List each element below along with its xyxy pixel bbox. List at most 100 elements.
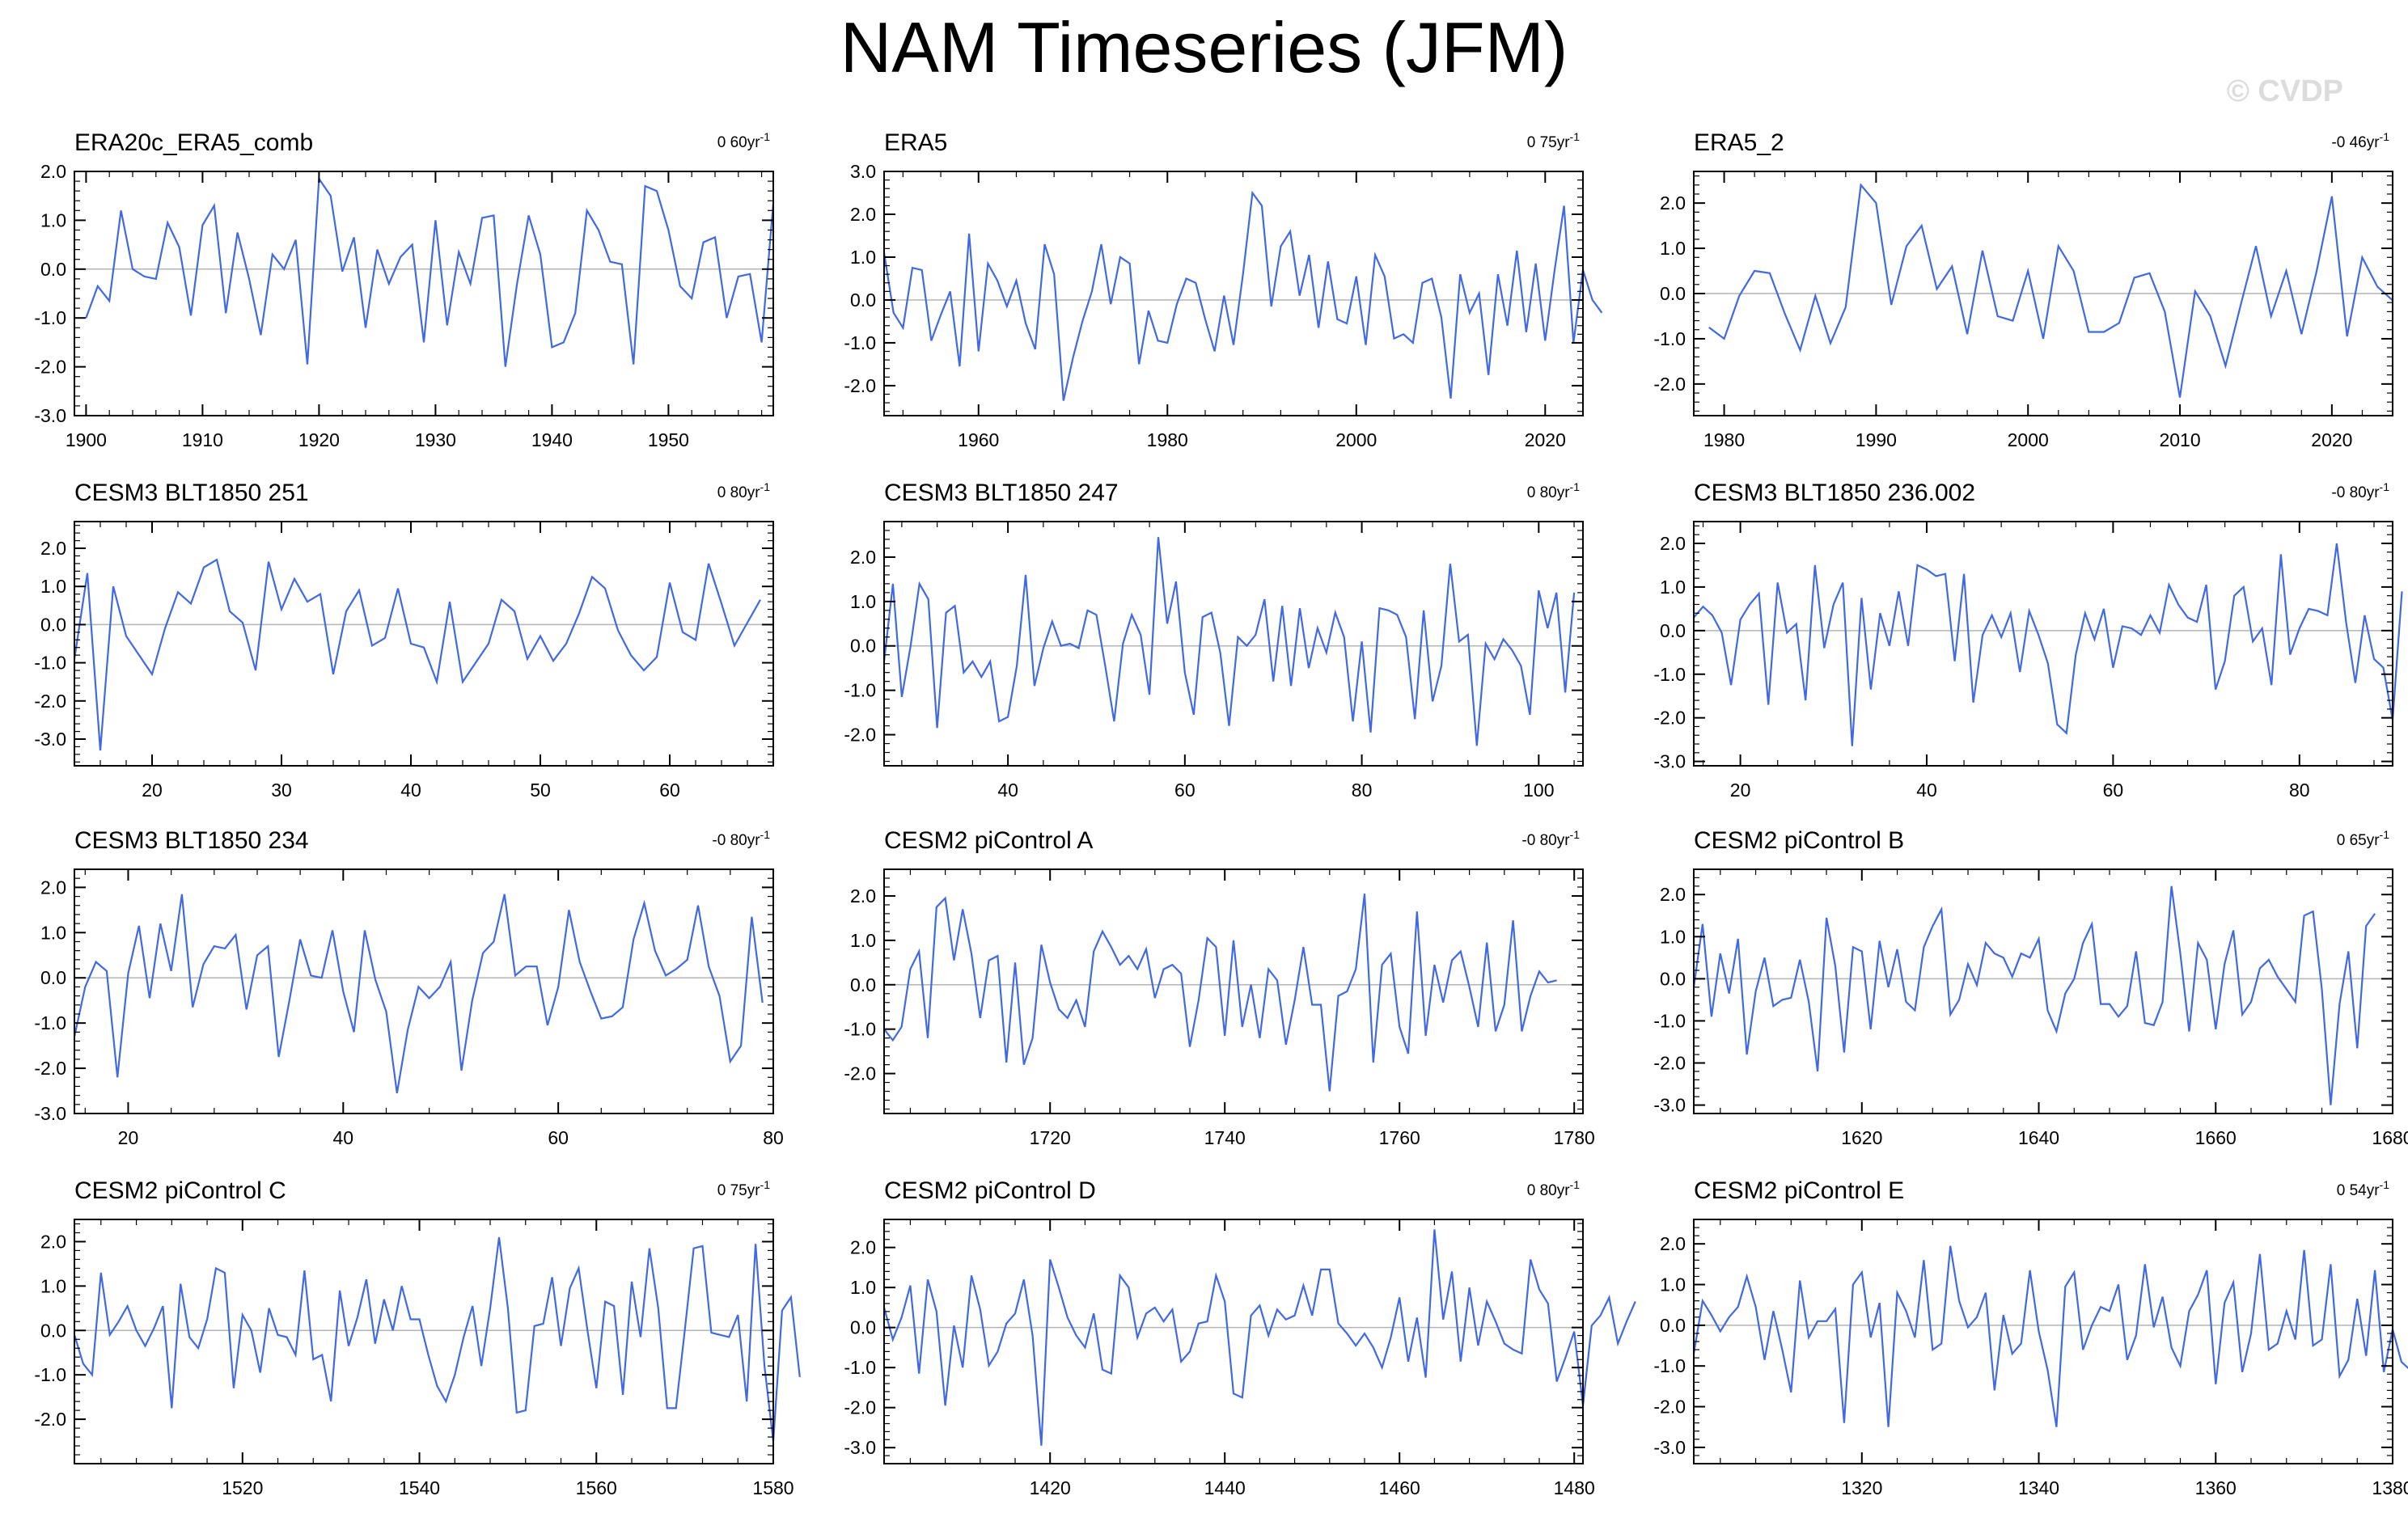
y-tick-label: 1.0	[40, 1275, 66, 1296]
plot-frame	[74, 521, 774, 767]
x-tick-label: 20	[1730, 780, 1751, 801]
y-tick-label: 0.0	[850, 636, 876, 657]
y-tick-label: -2.0	[844, 1397, 876, 1418]
x-tick-label: 1560	[576, 1477, 617, 1498]
y-tick-label: 1.0	[40, 209, 66, 230]
y-tick-label: 2.0	[1660, 533, 1686, 554]
y-tick-label: -1.0	[844, 1019, 876, 1040]
y-tick-label: 0.0	[850, 289, 876, 311]
y-tick-label: 1.0	[850, 1277, 876, 1298]
trend-label: 0 75yr-1	[1527, 130, 1580, 151]
y-tick-label: 0.0	[1660, 968, 1686, 989]
panel-title: CESM2 piControl A	[884, 827, 1093, 854]
nam-series-line	[882, 537, 1576, 746]
y-tick-label: -2.0	[844, 1063, 876, 1084]
panel-title: CESM2 piControl C	[74, 1177, 286, 1204]
y-tick-label: -1.0	[1653, 328, 1686, 349]
y-tick-label: 1.0	[850, 930, 876, 951]
x-tick-label: 60	[659, 780, 680, 801]
x-tick-label: 60	[548, 1127, 569, 1148]
x-tick-label: 2020	[2311, 429, 2352, 450]
x-tick-label: 1980	[1703, 429, 1745, 450]
nam-series-line	[73, 894, 764, 1093]
panel-title: CESM3 BLT1850 236.002	[1694, 480, 1975, 506]
x-tick-label: 20	[142, 780, 163, 801]
panel-title: CESM2 piControl B	[1694, 827, 1904, 854]
panel-2: ERA5 0 75yr-1 -2.0 -1.0 0.0 1.0 2.0 3.0 1960 1980…	[844, 129, 1603, 450]
x-tick-label: 1460	[1379, 1477, 1420, 1498]
panel-title: CESM2 piControl D	[884, 1177, 1096, 1204]
plot-frame	[883, 521, 1584, 767]
y-tick-label: -3.0	[1653, 1095, 1686, 1116]
x-tick-label: 1940	[531, 429, 573, 450]
x-tick-label: 80	[2289, 780, 2310, 801]
y-tick-label: -3.0	[34, 729, 66, 750]
y-tick-label: 2.0	[1660, 1233, 1686, 1254]
y-tick-label: 0.0	[1660, 1315, 1686, 1336]
x-tick-label: 1620	[1841, 1127, 1882, 1148]
y-tick-label: 1.0	[850, 591, 876, 612]
x-tick-label: 1760	[1379, 1127, 1420, 1148]
y-tick-label: 0.0	[850, 974, 876, 995]
y-tick-label: -1.0	[844, 680, 876, 701]
y-tick-label: -2.0	[844, 375, 876, 396]
y-tick-label: 0.0	[1660, 620, 1686, 641]
x-tick-label: 40	[400, 780, 421, 801]
x-tick-label: 30	[271, 780, 292, 801]
x-tick-label: 2020	[1525, 429, 1566, 450]
y-tick-label: -2.0	[34, 1058, 66, 1079]
x-tick-label: 1740	[1204, 1127, 1246, 1148]
panel-11: CESM2 piControl D 0 80yr-1 -3.0 -2.0 -1.0 0.0…	[844, 1177, 1636, 1498]
trend-label: -0 80yr-1	[712, 828, 770, 849]
trend-label: 0 54yr-1	[2337, 1178, 2389, 1199]
y-tick-label: 1.0	[1660, 577, 1686, 598]
y-tick-label: -3.0	[34, 1103, 66, 1124]
y-tick-label: -2.0	[844, 725, 876, 746]
trend-label: 0 80yr-1	[1527, 480, 1580, 501]
panel-8: CESM2 piControl A -0 80yr-1 -2.0 -1.0 0.0 1.0…	[844, 827, 1594, 1148]
y-tick-label: 2.0	[40, 538, 66, 559]
y-tick-label: -2.0	[1653, 374, 1686, 395]
y-tick-label: 1.0	[40, 576, 66, 597]
nam-series-line	[1692, 885, 2376, 1105]
x-tick-label: 1440	[1204, 1477, 1246, 1498]
y-tick-label: -1.0	[34, 653, 66, 674]
x-tick-label: 40	[997, 780, 1018, 801]
panel-9: CESM2 piControl B 0 65yr-1 -3.0 -2.0 -1.0 0.0…	[1653, 827, 2408, 1148]
x-tick-label: 1900	[66, 429, 107, 450]
panel-4: CESM3 BLT1850 251 0 80yr-1 -3.0 -2.0 -1.0 0.0…	[34, 480, 774, 801]
trend-label: 0 75yr-1	[717, 1178, 770, 1199]
plot-frame	[883, 1219, 1584, 1464]
x-tick-label: 1980	[1147, 429, 1188, 450]
x-tick-label: 1540	[399, 1477, 440, 1498]
nam-series-line	[882, 190, 1603, 401]
nam-series-line	[882, 1229, 1636, 1446]
y-tick-label: 1.0	[1660, 1274, 1686, 1295]
nam-series-line	[73, 1236, 801, 1442]
y-tick-label: 0.0	[40, 967, 66, 988]
panel-10: CESM2 piControl C 0 75yr-1 -2.0 -1.0 0.0 1.0 2…	[34, 1177, 801, 1498]
panel-title: ERA5_2	[1694, 129, 1784, 156]
panel-12: CESM2 piControl E 0 54yr-1 -3.0 -2.0 -1.0 0.0…	[1653, 1177, 2408, 1498]
y-tick-label: -2.0	[34, 1409, 66, 1430]
x-tick-label: 1580	[752, 1477, 793, 1498]
trend-label: -0 80yr-1	[1521, 828, 1580, 849]
plot-frame	[883, 868, 1584, 1114]
panel-title: CESM3 BLT1850 247	[884, 480, 1119, 506]
y-tick-label: 2.0	[850, 204, 876, 225]
x-tick-label: 1680	[2372, 1127, 2408, 1148]
x-tick-label: 1320	[1841, 1477, 1882, 1498]
y-tick-label: 2.0	[850, 547, 876, 568]
panel-3: ERA5_2 -0 46yr-1 -2.0 -1.0 0.0 1.0 2.0 1980 1990…	[1653, 129, 2393, 450]
x-tick-label: 1780	[1554, 1127, 1595, 1148]
y-tick-label: 1.0	[1660, 926, 1686, 947]
panel-6: CESM3 BLT1850 236.002 -0 80yr-1 -3.0 -2.0 -1…	[1653, 480, 2403, 801]
y-tick-label: 2.0	[850, 1237, 876, 1258]
y-tick-label: -3.0	[844, 1437, 876, 1458]
x-tick-label: 1660	[2195, 1127, 2237, 1148]
y-tick-label: -3.0	[1653, 751, 1686, 772]
y-tick-label: -1.0	[1653, 1010, 1686, 1031]
x-tick-label: 60	[2103, 780, 2124, 801]
y-tick-label: 0.0	[40, 259, 66, 280]
